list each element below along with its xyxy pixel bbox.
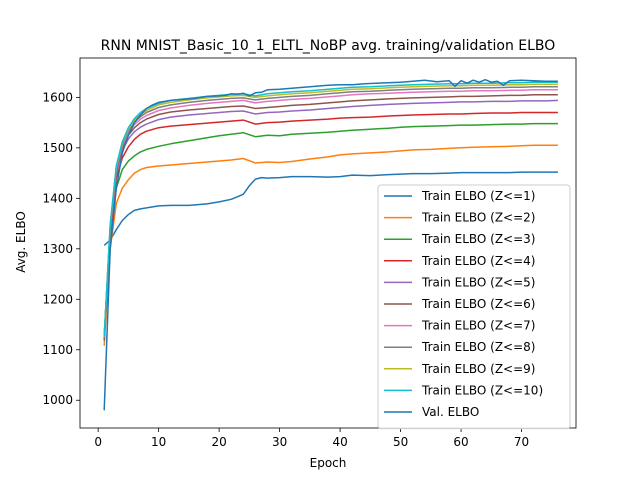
legend-entry-9: Train ELBO (Z<=9) <box>421 362 535 376</box>
series-line-10 <box>103 81 558 337</box>
x-tick-label: 60 <box>453 435 468 449</box>
y-tick-label: 1600 <box>42 90 73 104</box>
y-tick-label: 1400 <box>42 191 73 205</box>
legend-entry-7: Train ELBO (Z<=7) <box>421 319 535 333</box>
series-line-7 <box>103 89 558 338</box>
y-tick-label: 1200 <box>42 292 73 306</box>
y-tick-label: 1500 <box>42 141 73 155</box>
x-tick-label: 40 <box>332 435 347 449</box>
legend-entry-2: Train ELBO (Z<=2) <box>421 211 535 225</box>
series-line-6 <box>103 94 558 339</box>
series-line-5 <box>103 99 558 339</box>
x-tick-label: 10 <box>151 435 166 449</box>
y-tick-label: 1100 <box>42 343 73 357</box>
plot-area: 0 10 20 30 40 50 60 70 1000 1100 1200 1300 1400 1500 1… <box>42 57 577 449</box>
x-axis-label: Epoch <box>310 456 347 470</box>
y-tick-label: 1000 <box>42 393 73 407</box>
legend-entry-3: Train ELBO (Z<=3) <box>421 232 535 246</box>
x-tick-label: 30 <box>272 435 287 449</box>
x-tick-label: 0 <box>94 435 102 449</box>
series-line-8 <box>103 86 558 338</box>
legend-entry-6: Train ELBO (Z<=6) <box>421 297 535 311</box>
legend: Train ELBO (Z<=1) Train ELBO (Z<=2) Train … <box>377 184 571 430</box>
legend-entry-10: Train ELBO (Z<=10) <box>421 383 543 397</box>
legend-entry-8: Train ELBO (Z<=8) <box>421 340 535 354</box>
y-tick-label: 1300 <box>42 242 73 256</box>
legend-box <box>377 184 571 430</box>
series-line-11 <box>103 78 558 411</box>
chart-title: RNN MNIST_Basic_10_1_ELTL_NoBP avg. trai… <box>101 38 556 54</box>
legend-entry-11: Val. ELBO <box>422 405 479 419</box>
legend-entry-4: Train ELBO (Z<=4) <box>421 254 535 268</box>
axes-frame <box>79 57 577 429</box>
legend-entry-5: Train ELBO (Z<=5) <box>421 275 535 289</box>
series-line-2 <box>103 144 558 346</box>
legend-entry-1: Train ELBO (Z<=1) <box>421 189 535 203</box>
x-tick-label: 50 <box>393 435 408 449</box>
series-line-3 <box>103 122 558 341</box>
x-tick-label: 20 <box>211 435 226 449</box>
y-axis-label: Avg. ELBO <box>14 211 28 273</box>
series-line-4 <box>103 111 558 340</box>
x-tick-label: 70 <box>514 435 529 449</box>
series-line-1 <box>103 171 558 246</box>
